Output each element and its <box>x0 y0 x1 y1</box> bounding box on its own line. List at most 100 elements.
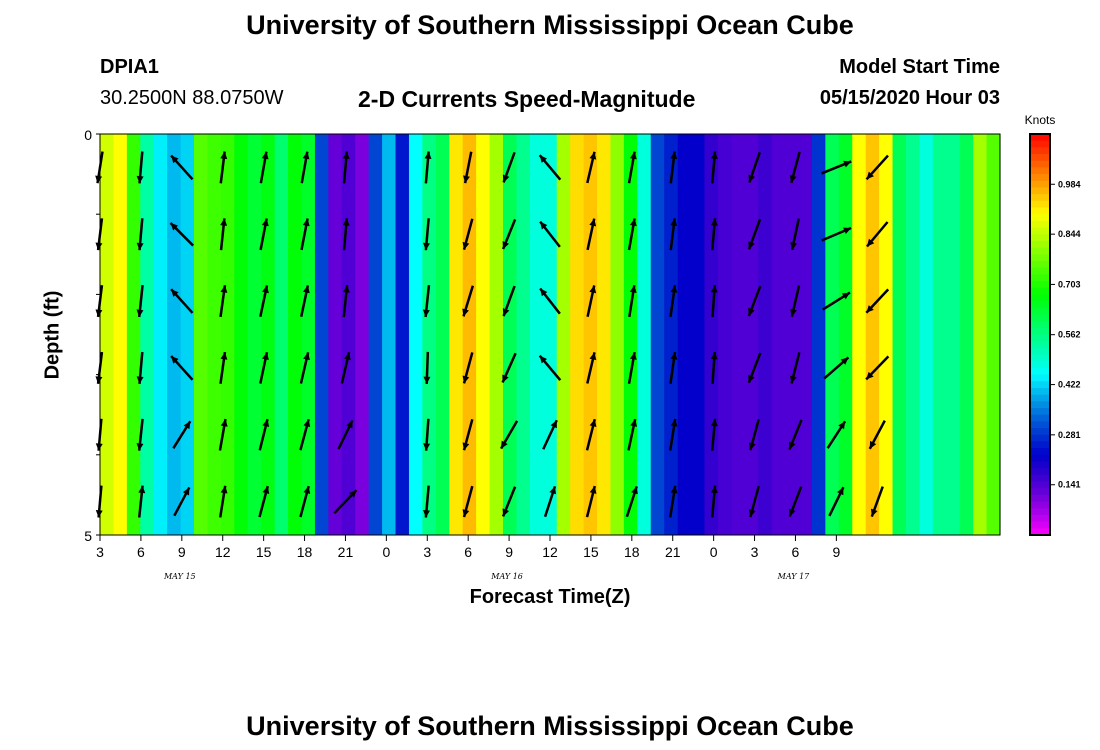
current-arrow <box>423 485 430 518</box>
arrow-head <box>220 285 228 293</box>
heat-column <box>731 134 746 535</box>
station-coords: 30.2500N 88.0750W <box>100 87 284 109</box>
colorbar-step <box>1030 334 1050 342</box>
current-arrow <box>462 285 475 317</box>
current-arrow <box>789 352 801 384</box>
x-tick-label: 15 <box>256 544 272 560</box>
arrow-head <box>748 374 755 383</box>
current-arrow <box>218 485 228 518</box>
current-arrow <box>865 355 890 381</box>
arrow-head <box>869 440 877 449</box>
arrow-head <box>95 242 103 251</box>
colorbar-step <box>1030 367 1050 376</box>
arrow-head <box>95 376 103 384</box>
current-arrow <box>542 419 558 450</box>
colorbar-step <box>1030 160 1050 168</box>
x-tick-label: 3 <box>96 544 104 560</box>
arrow-head <box>866 238 875 247</box>
arrow-head <box>589 419 597 428</box>
arrow-head <box>262 486 270 494</box>
chart-title: 2-D Currents Speed-Magnitude <box>358 86 696 112</box>
current-arrow <box>627 151 637 184</box>
current-arrow <box>748 485 760 518</box>
arrow-head <box>424 151 432 159</box>
current-arrow <box>463 151 473 184</box>
heat-column <box>717 134 732 535</box>
heat-column <box>610 134 625 535</box>
colorbar-step <box>1030 408 1050 416</box>
heat-column <box>100 134 115 535</box>
arrow-head <box>843 227 852 235</box>
colorbar-step <box>1030 174 1050 182</box>
heat-column <box>516 134 531 535</box>
date-label: MAY 16 <box>490 572 523 581</box>
colorbar-step <box>1030 514 1050 523</box>
current-vectors <box>95 151 890 518</box>
current-arrow <box>259 151 269 184</box>
arrow-head <box>589 285 597 294</box>
heat-column <box>462 134 477 535</box>
heat-column <box>583 134 598 535</box>
arrow-head <box>423 510 430 518</box>
arrow-head <box>171 155 179 164</box>
current-arrow <box>539 220 561 248</box>
heat-column <box>811 134 826 535</box>
current-arrow <box>586 151 597 184</box>
heat-column <box>946 134 961 535</box>
current-arrow <box>258 418 270 451</box>
arrow-head <box>631 486 638 495</box>
current-arrow <box>585 485 597 518</box>
colorbar-step <box>1030 327 1050 335</box>
arrow-head <box>262 419 270 428</box>
arrow-head <box>462 375 470 384</box>
arrow-head <box>462 442 470 451</box>
current-arrow <box>668 418 678 451</box>
arrow-head <box>502 374 509 383</box>
arrow-head <box>171 289 179 297</box>
current-arrow <box>259 285 269 317</box>
arrow-head <box>95 309 103 317</box>
current-arrow <box>627 418 638 451</box>
current-arrow <box>462 485 474 518</box>
arrow-head <box>870 508 878 517</box>
arrow-head <box>589 486 597 494</box>
colorbar-step <box>1030 354 1050 362</box>
heat-column <box>905 134 920 535</box>
arrow-head <box>502 241 510 250</box>
current-arrow <box>136 285 144 318</box>
arrow-head <box>349 490 357 498</box>
current-arrow <box>625 485 638 518</box>
current-arrow <box>462 352 474 384</box>
current-arrow <box>821 226 852 242</box>
colorbar-step <box>1030 140 1050 148</box>
colorbar-step <box>1030 187 1050 195</box>
colorbar-tick-label: 0.703 <box>1058 279 1081 289</box>
current-arrow <box>423 418 431 451</box>
arrow-head <box>630 419 638 427</box>
colorbar: Knots 0.984 0.844 0.703 0.562 0.422 0.281 0.141 <box>1025 113 1081 536</box>
colorbar-step <box>1030 314 1050 322</box>
arrow-head <box>502 174 510 183</box>
current-arrow <box>259 352 269 384</box>
current-arrow <box>826 420 847 449</box>
arrow-head <box>95 443 103 451</box>
current-arrow <box>628 285 637 318</box>
heat-column <box>556 134 571 535</box>
current-arrow <box>340 352 351 384</box>
colorbar-step <box>1030 441 1050 449</box>
colorbar-step <box>1030 461 1050 469</box>
heat-column <box>798 134 813 535</box>
arrow-head <box>629 151 637 160</box>
arrow-head <box>540 288 548 297</box>
arrow-head <box>136 175 144 184</box>
arrow-head <box>790 308 797 317</box>
current-arrow <box>170 288 194 314</box>
arrow-head <box>422 309 430 317</box>
current-arrow <box>219 351 228 384</box>
arrow-head <box>303 352 310 361</box>
current-arrow <box>710 151 718 184</box>
heat-column <box>153 134 168 535</box>
current-arrow <box>501 218 517 250</box>
arrow-head <box>589 151 597 160</box>
arrow-head <box>748 442 756 451</box>
